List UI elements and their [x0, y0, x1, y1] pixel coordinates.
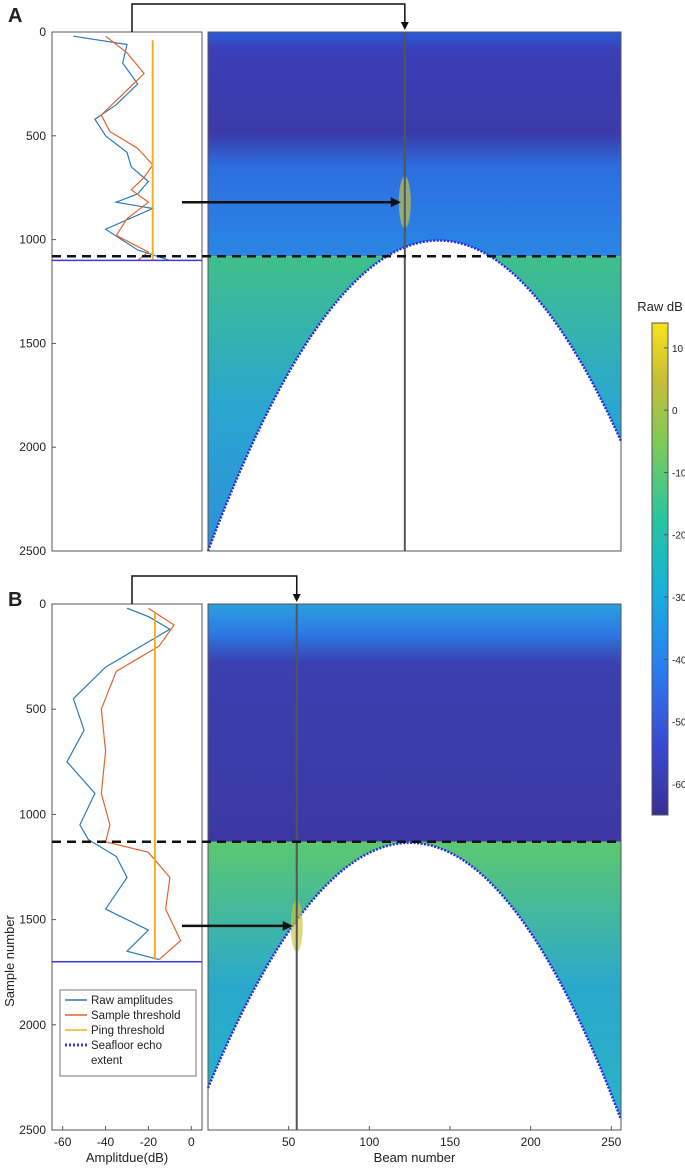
hm-xtick-label-B-1: 100 — [359, 1135, 379, 1149]
arrow-head-A — [390, 197, 401, 208]
cbar-tick-label-0: 10 — [672, 344, 684, 355]
hm-xtick-label-B-4: 250 — [601, 1135, 621, 1149]
legend-label-4: extent — [91, 1055, 123, 1067]
cbar-tick-label-4: -30 — [672, 593, 685, 604]
panel-label-b: B — [8, 589, 22, 611]
ytick-label-B-3: 1500 — [19, 913, 46, 927]
heatmap-watercolumn-A — [208, 32, 621, 257]
legend-label-2: Ping threshold — [91, 1025, 165, 1037]
legend-label-1: Sample threshold — [91, 1010, 181, 1022]
colorbar-label: Raw dB — [637, 299, 683, 314]
ytick-label-B-4: 2000 — [19, 1018, 46, 1032]
ytick-label-A-4: 2000 — [19, 440, 46, 454]
legend-label-0: Raw amplitudes — [91, 995, 173, 1007]
cbar-tick-label-7: -60 — [672, 780, 685, 791]
heatmap-frame-B — [207, 603, 622, 1131]
arrow-head-B — [282, 920, 293, 931]
ytick-label-B-5: 2500 — [19, 1123, 46, 1137]
cbar-tick-label-5: -40 — [672, 655, 685, 666]
bracket-head-A — [400, 22, 409, 30]
cbar-tick-label-1: 0 — [672, 406, 678, 417]
ylabel-B: Sample number — [2, 914, 17, 1006]
cbar-tick-label-6: -50 — [672, 718, 685, 729]
hm-xlabel-B: Beam number — [374, 1150, 456, 1165]
panel-label-a: A — [8, 5, 22, 27]
ytick-label-B-2: 1000 — [19, 807, 46, 821]
seafloor-curve-B — [206, 841, 623, 1120]
ytick-label-A-5: 2500 — [19, 544, 46, 558]
heatmap-frame-A — [207, 31, 622, 552]
ytick-label-A-2: 1000 — [19, 233, 46, 247]
hm-xtick-label-B-2: 150 — [440, 1135, 460, 1149]
xlabel-B: Amplitdue(dB) — [86, 1150, 168, 1165]
xtick-label-B-0: -60 — [54, 1135, 72, 1149]
profile-frame-A — [51, 31, 203, 552]
bracket-B — [131, 575, 298, 604]
cbar-tick-label-2: -10 — [672, 468, 685, 479]
xtick-label-B-3: 0 — [188, 1135, 195, 1149]
hm-xtick-label-B-0: 50 — [282, 1135, 296, 1149]
hm-xtick-label-B-3: 200 — [521, 1135, 541, 1149]
ytick-label-B-1: 500 — [26, 702, 46, 716]
ytick-label-A-1: 500 — [26, 129, 46, 143]
ytick-label-A-3: 1500 — [19, 336, 46, 350]
bracket-head-B — [292, 594, 301, 602]
profile-series-B-0 — [66, 607, 172, 961]
xtick-label-B-2: -20 — [140, 1135, 158, 1149]
legend-box — [59, 989, 197, 1077]
ytick-label-B-0: 0 — [39, 597, 46, 611]
seafloor-mask-A — [208, 240, 621, 551]
legend-label-3: Seafloor echo — [91, 1040, 162, 1052]
xtick-label-B-1: -40 — [97, 1135, 115, 1149]
heatmap-watercolumn-B — [208, 604, 621, 842]
profile-series-A-0 — [73, 35, 171, 261]
seafloor-curve-A — [206, 239, 623, 552]
cbar-tick-label-3: -20 — [672, 531, 685, 542]
colorbar — [651, 322, 669, 816]
ytick-label-A-0: 0 — [39, 25, 46, 39]
bracket-A — [131, 3, 406, 32]
profile-series-B-1 — [100, 607, 182, 961]
